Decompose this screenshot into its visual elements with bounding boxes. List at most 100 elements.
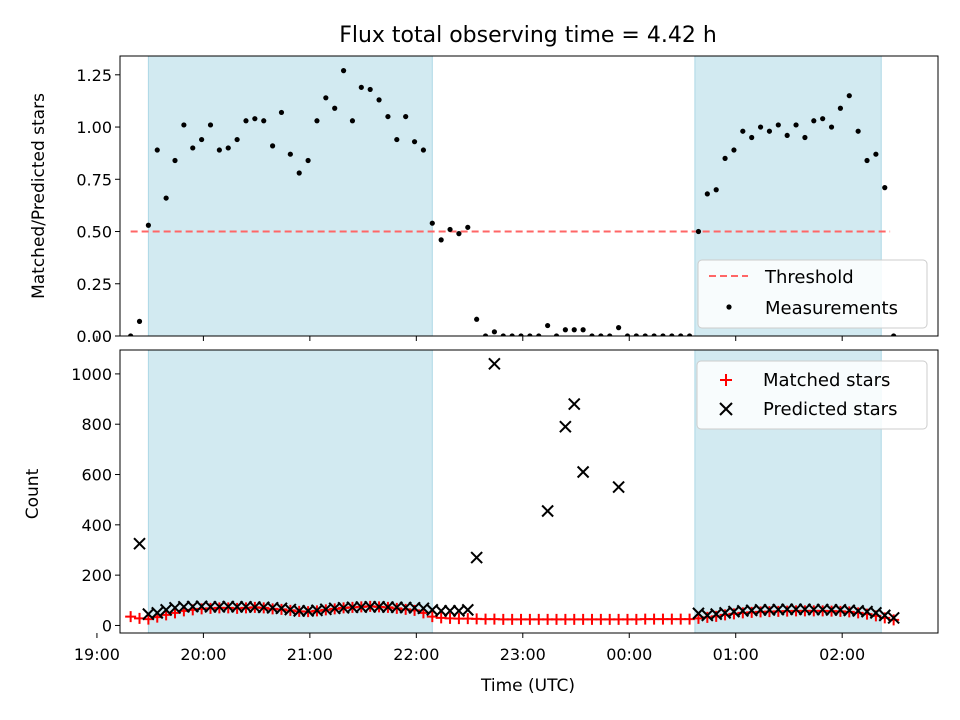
measurement-point: [438, 237, 444, 243]
x-axis-label: Time (UTC): [480, 676, 575, 696]
matched-marker: [852, 607, 864, 619]
measurement-point: [216, 147, 222, 153]
measurement-point: [820, 116, 826, 122]
measurement-point: [287, 151, 293, 157]
measurement-point: [252, 116, 258, 122]
bottom-x-ticks: 19:00 20:00 21:00 22:00 23:00 00:00 01:00 02:00: [74, 633, 865, 664]
x-tick-label: 02:00: [819, 645, 865, 664]
measurement-point: [403, 113, 409, 120]
measurement-point: [749, 134, 755, 141]
predicted-marker: [612, 480, 625, 494]
predicted-marker: [133, 537, 146, 550]
bottom-axes-frame: [119, 349, 939, 634]
legend-matched-label: Matched stars: [763, 370, 890, 391]
measurement-point: [323, 95, 329, 101]
predicted-marker: [151, 606, 164, 620]
measurement-point: [678, 333, 684, 336]
matched-marker: [400, 603, 412, 615]
measurement-point: [491, 329, 497, 335]
measurement-point: [376, 97, 382, 103]
predicted-marker: [541, 504, 554, 518]
predicted-marker: [434, 604, 448, 618]
measurement-point: [518, 333, 524, 336]
matched-marker: [719, 609, 731, 621]
measurement-point: [642, 333, 648, 336]
top-y-tick-label: 0.50: [76, 223, 112, 242]
measurement-point: [163, 195, 169, 201]
measurement-point: [571, 327, 577, 333]
top-y-tick-label: 0.25: [76, 275, 112, 294]
measurement-point: [757, 124, 764, 130]
measurement-point: [828, 124, 835, 130]
legend-matched-swatch: [720, 374, 732, 386]
x-tick-label: 20:00: [180, 645, 226, 664]
x-tick-label: 19:00: [74, 645, 120, 664]
measurement-point: [420, 147, 427, 153]
top-legend: Threshold Measurements: [697, 259, 928, 329]
measurement-point: [358, 84, 364, 90]
predicted-marker: [204, 600, 217, 614]
bottom-y-ticks: 0 200 400 600 800 1000: [71, 365, 120, 635]
predicted-marker: [576, 465, 590, 479]
measurement-point: [562, 327, 568, 333]
bottom-legend: Matched stars Predicted stars: [696, 360, 928, 430]
measurement-point: [740, 128, 746, 134]
bottom-legend-box: [696, 360, 928, 430]
measurement-point: [855, 128, 861, 134]
bottom-observing-band: [147, 349, 433, 634]
measurement-point: [536, 333, 542, 336]
measurement-point: [190, 145, 196, 151]
predicted-marker: [754, 603, 767, 617]
measurement-point: [837, 105, 844, 111]
measurement-point: [314, 118, 320, 124]
bottom-y-tick-label: 1000: [71, 365, 112, 384]
measurement-point: [722, 155, 728, 161]
measurement-point: [616, 325, 622, 331]
measurement-point: [598, 333, 604, 336]
measurement-point: [580, 327, 586, 333]
measurement-point: [731, 147, 737, 153]
measurement-point: [873, 151, 879, 157]
x-tick-label: 23:00: [500, 645, 546, 664]
predicted-marker: [887, 611, 900, 625]
measurement-point: [607, 333, 613, 336]
top-y-tick-label: 0.75: [76, 170, 112, 189]
measurement-point: [128, 333, 134, 336]
measurement-point: [172, 157, 178, 164]
top-observing-band: [147, 55, 433, 337]
measurement-point: [145, 222, 151, 228]
measurement-point: [199, 136, 205, 143]
measurement-point: [864, 157, 870, 164]
predicted-marker: [568, 397, 581, 411]
top-y-tick-label: 1.25: [76, 66, 112, 85]
bottom-y-tick-label: 200: [81, 566, 112, 585]
top-y-axis-label: Matched/Predicted stars: [29, 93, 49, 299]
measurement-point: [181, 122, 187, 128]
measurement-point: [340, 68, 347, 74]
measurement-point: [394, 136, 400, 143]
measurement-point: [474, 316, 480, 322]
measurement-point: [411, 139, 418, 145]
measurement-point: [633, 333, 639, 336]
legend-predicted-label: Predicted stars: [763, 399, 897, 420]
measurement-point: [234, 136, 240, 143]
x-tick-label: 22:00: [393, 645, 439, 664]
measurement-point: [766, 128, 773, 134]
predicted-marker: [488, 357, 501, 371]
measurement-point: [624, 333, 631, 336]
predicted-marker: [443, 604, 457, 618]
x-tick-label: 21:00: [287, 645, 333, 664]
matched-marker: [125, 611, 137, 623]
top-measurement-points: [128, 68, 897, 336]
measurement-point: [651, 333, 657, 336]
predicted-marker: [780, 603, 794, 616]
measurement-point: [686, 333, 693, 336]
predicted-marker: [363, 600, 377, 614]
top-y-ticks: 0.00 0.25 0.50 0.75 1.00 1.25: [76, 66, 120, 346]
measurement-point: [802, 134, 808, 141]
measurement-point: [695, 228, 702, 235]
top-y-tick-label: 0.00: [76, 327, 112, 346]
x-tick-label: 00:00: [606, 645, 652, 664]
measurement-point: [243, 118, 249, 124]
measurement-point: [793, 122, 799, 128]
